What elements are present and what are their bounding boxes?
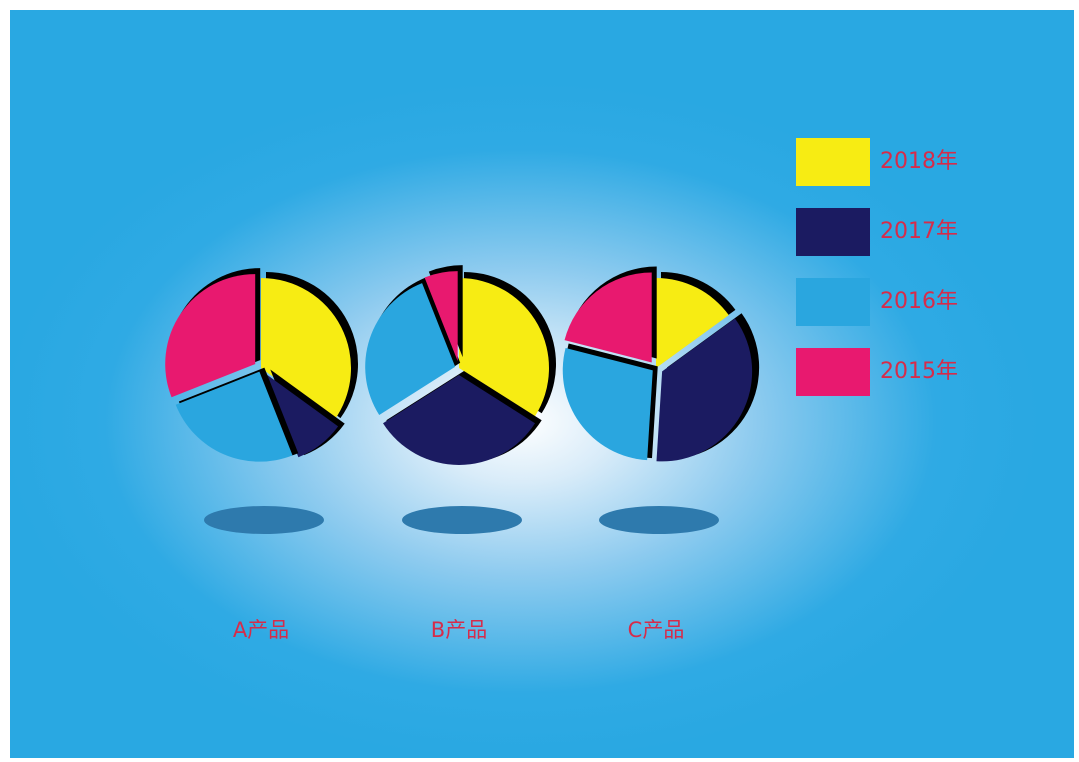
- pie-slice-c-2018: [656, 272, 736, 368]
- pie-slice-c-2015: [564, 266, 657, 363]
- pie-slice-a-2017: [265, 369, 345, 458]
- pie-slice-c-2017: [656, 313, 760, 462]
- pie-slice-b-2016: [365, 277, 461, 415]
- pie-slice-b-2015: [424, 265, 463, 362]
- pie-shadow-a: [204, 506, 324, 534]
- category-label-c: C产品: [627, 618, 685, 642]
- category-label-b: B产品: [430, 618, 488, 642]
- pie-slice-a-2018: [261, 272, 359, 421]
- legend-swatch-2017: [796, 208, 870, 256]
- legend-swatch-2016: [796, 278, 870, 326]
- legend-label-2015: 2015年: [880, 359, 958, 384]
- legend-swatch-2015: [796, 348, 870, 396]
- pie-charts: [165, 265, 760, 534]
- legend-swatch-2018: [796, 138, 870, 186]
- pie-slice-c-2016: [562, 343, 658, 461]
- pie-shadow-c: [599, 506, 719, 534]
- pie-shadow-b: [402, 506, 522, 534]
- pie-slice-b-2018: [459, 272, 557, 417]
- category-label-a: A产品: [232, 618, 290, 642]
- legend-label-2016: 2016年: [880, 289, 958, 314]
- pie-slice-b-2017: [383, 371, 542, 465]
- legend-label-2017: 2017年: [880, 219, 958, 244]
- chart-canvas: 2018年 2017年 2016年 2015年 A产品 B产品 C产品: [10, 10, 1074, 758]
- pie-slice-a-2016: [175, 367, 299, 462]
- legend-label-2018: 2018年: [880, 149, 958, 174]
- pie-slice-a-2015: [165, 268, 261, 398]
